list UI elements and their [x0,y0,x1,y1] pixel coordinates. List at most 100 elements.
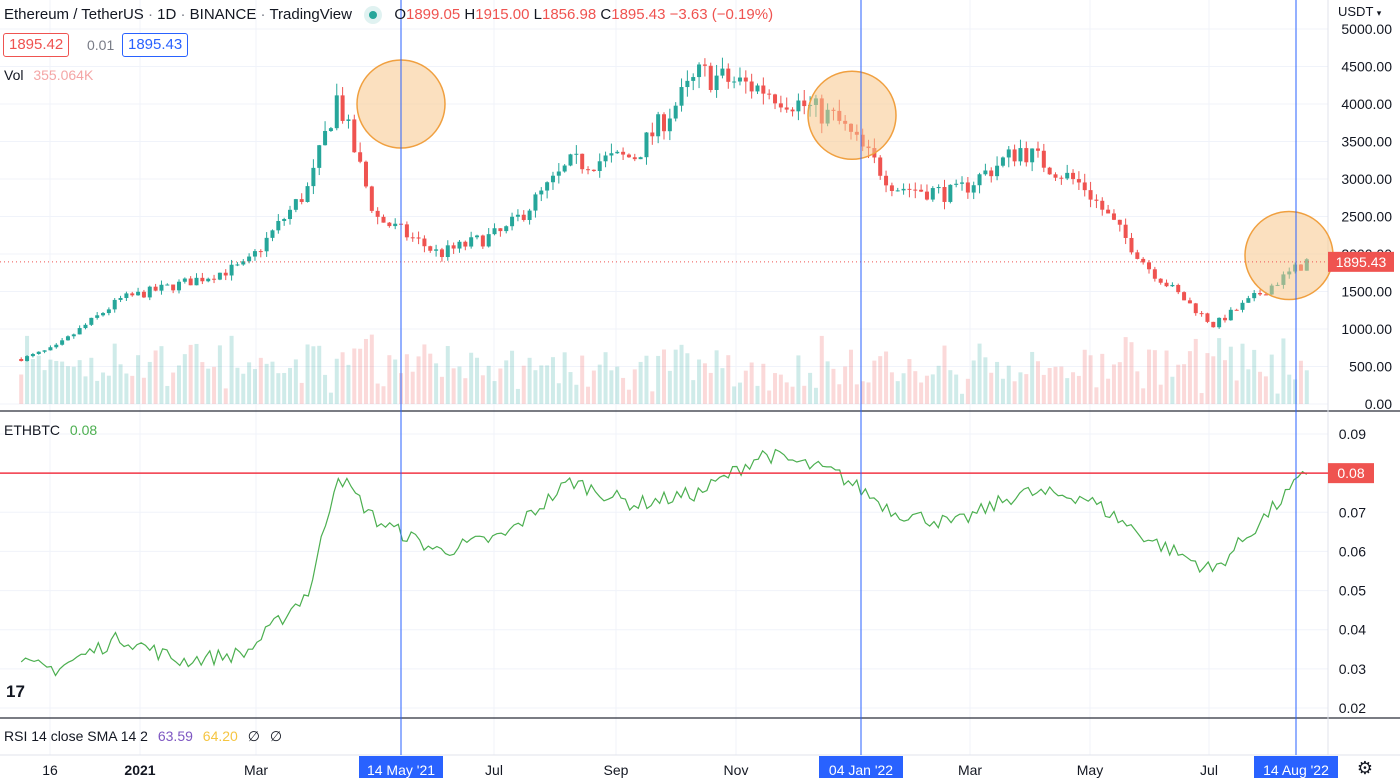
candle-body [515,214,520,217]
volume-bar [1041,374,1046,404]
last-price-badge-text: 1895.43 [1336,254,1387,270]
rsi-label[interactable]: RSI 14 close SMA 14 2 [4,728,148,744]
volume-bar [375,383,380,404]
volume-bar [130,375,135,404]
candle-body [212,278,217,280]
time-axis-label: 04 Jan '22 [829,762,893,778]
volume-bar [1147,349,1152,404]
volume-bar [1217,338,1222,404]
candle-body [673,105,678,119]
candle-body [270,230,275,238]
candle-body [539,190,544,195]
volume-bar [101,372,106,404]
candle-body [480,235,485,247]
ethbtc-label[interactable]: ETHBTC [4,422,60,438]
volume-bar [439,376,444,404]
candle-body [434,249,439,251]
candle-body [1152,269,1157,279]
volume-bar [1123,337,1128,404]
volume-bar [825,361,830,404]
volume-bar [545,365,550,404]
candle-body [1059,177,1064,179]
tradingview-logo-icon[interactable]: 17 [6,682,25,701]
highlight-circle[interactable] [1244,210,1334,301]
volume-bar [1193,338,1198,404]
volume-bar [504,360,509,404]
volume-bar [112,343,117,404]
candle-body [913,189,918,191]
volume-bar [247,362,252,404]
buy-price-button[interactable]: 1895.43 [122,33,189,57]
open-value: 1899.05 [406,6,461,23]
candle-body [65,336,70,341]
volume-bar [223,388,228,404]
candle-body [404,224,409,238]
gear-icon[interactable]: ⚙ [1356,758,1374,778]
volume-bar [305,344,310,404]
time-axis-marker[interactable] [359,756,443,778]
volume-bar [369,334,374,404]
volume-bar [515,388,520,404]
rsi-value: 63.59 [157,728,193,744]
candle-body [533,194,538,211]
volume-bar [813,387,818,404]
volume-bar [521,365,526,404]
volume-bar [334,358,339,404]
close-value: 1895.43 [611,6,666,23]
time-axis-marker[interactable] [819,756,903,778]
volume-bar [1287,374,1292,404]
volume-bar [1234,380,1239,404]
volume-bar [1176,364,1181,404]
volume-bar [475,357,480,404]
volume-bar [159,346,164,404]
price-tick-label: 4500.00 [1341,59,1392,75]
candle-body [691,77,696,81]
exchange-label: BINANCE [189,6,257,23]
volume-bar [919,382,924,404]
volume-bar [95,380,100,404]
volume-bar [410,371,415,404]
volume-bar [428,353,433,404]
candle-body [30,354,35,357]
time-axis-label: Jul [1200,762,1218,778]
volume-bar [492,381,497,404]
sell-price-button[interactable]: 1895.42 [3,33,70,57]
currency-selector[interactable]: USDT ▾ [1338,4,1381,19]
candle-body [907,188,912,190]
candle-body [1217,317,1222,328]
volume-bar [1164,350,1169,404]
volume-bar [270,361,275,404]
volume-bar [176,365,181,404]
last-price-badge[interactable] [1328,251,1394,272]
volume-bar [54,360,59,404]
price-tick-label: 500.00 [1349,359,1392,375]
volume-bar [19,374,24,404]
volume-bar [872,360,877,404]
candle-body [802,100,807,107]
time-axis[interactable]: 16 2021 Mar 14 May '21 Jul Sep Nov 04 Jan '22 Ma… [42,756,1338,778]
high-label: H [464,6,476,23]
ethbtc-tick-label: 0.02 [1339,700,1366,716]
volume-bar [989,372,994,404]
volume-bar [527,357,532,404]
market-status-icon[interactable] [364,6,383,25]
candle-body [545,182,550,191]
volume-bar [1035,361,1040,404]
candle-body [656,114,661,137]
volume-bar [621,377,626,404]
candle-body [445,245,450,258]
interval-label[interactable]: 1D [157,6,177,23]
highlight-circle[interactable] [807,70,897,160]
time-axis-label: Nov [724,762,749,778]
volume-bar [200,362,205,404]
ethbtc-badge[interactable] [1328,463,1374,484]
rsi-legend: RSI 14 close SMA 14 2 63.59 64.20 ∅ ∅ [4,728,282,745]
volume-bar [136,355,141,404]
symbol-title[interactable]: Ethereum / TetherUS [4,6,144,23]
volume-bar [1018,372,1023,404]
volume-bar [363,338,368,404]
price-axis[interactable]: 5000.00 4500.00 4000.00 3500.00 3000.00 2500.… [1328,21,1394,716]
volume-value: 355.064K [33,67,94,83]
time-axis-marker[interactable] [1254,756,1338,778]
